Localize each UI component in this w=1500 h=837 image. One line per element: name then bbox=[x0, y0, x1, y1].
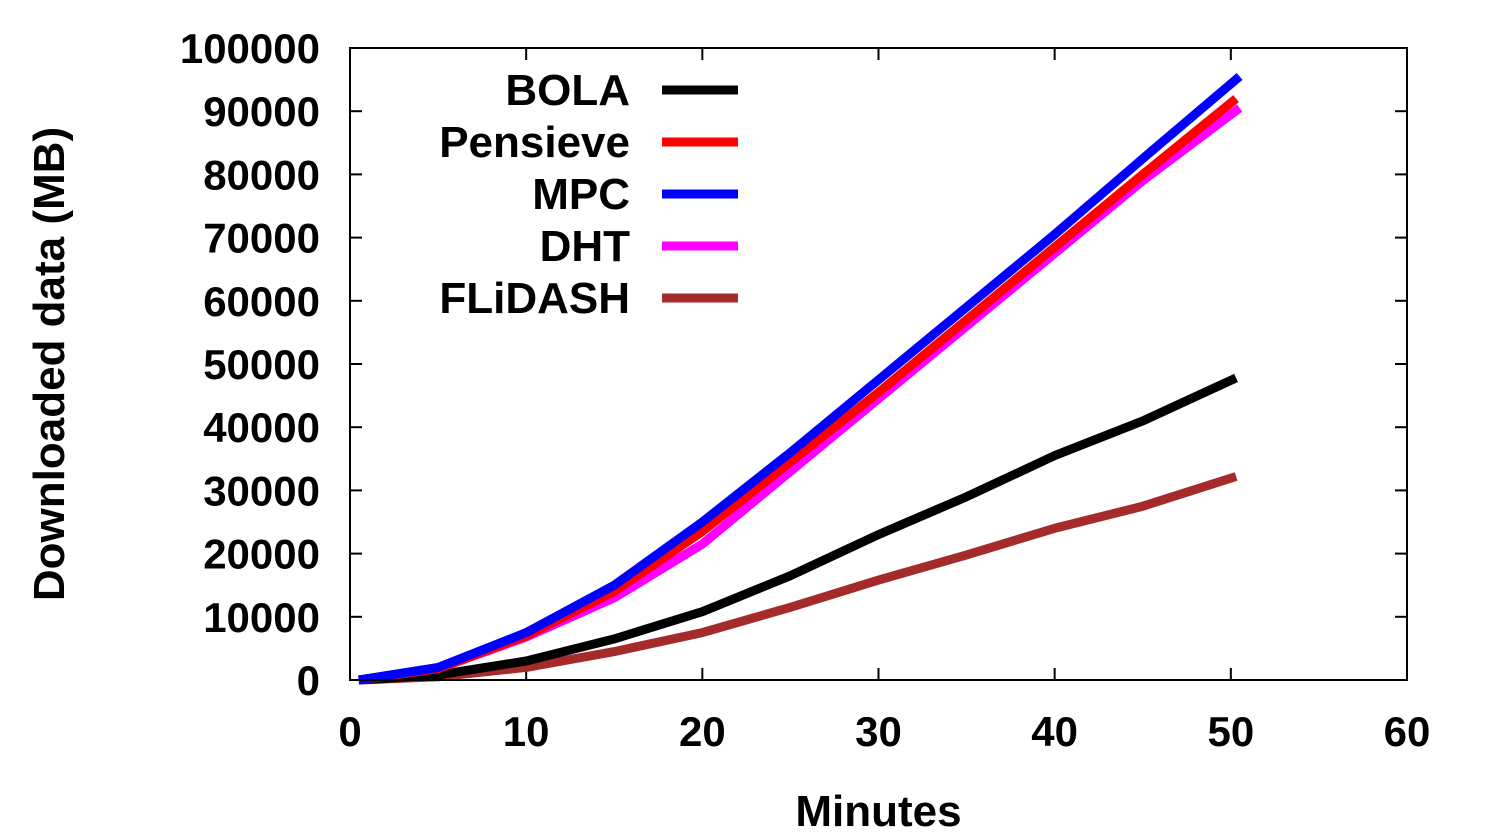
y-tick-label: 50000 bbox=[203, 341, 320, 388]
series-line-mpc bbox=[358, 72, 1243, 685]
y-tick-label: 20000 bbox=[203, 531, 320, 578]
y-tick-label: 40000 bbox=[203, 404, 320, 451]
x-tick-label: 10 bbox=[503, 708, 550, 755]
x-tick-label: 40 bbox=[1031, 708, 1078, 755]
legend-label-pensieve: Pensieve bbox=[439, 118, 630, 167]
series-line-bola bbox=[358, 373, 1238, 685]
y-tick-label: 60000 bbox=[203, 278, 320, 325]
legend-label-dht: DHT bbox=[540, 222, 631, 271]
x-tick-label: 50 bbox=[1207, 708, 1254, 755]
y-tick-label: 0 bbox=[297, 657, 320, 704]
series-line-flidash bbox=[358, 472, 1238, 685]
legend-label-mpc: MPC bbox=[532, 170, 630, 219]
plot-frame bbox=[349, 47, 1408, 681]
series-lines bbox=[358, 72, 1243, 685]
x-axis-ticks: 0 10 20 30 40 50 60 bbox=[338, 48, 1430, 755]
x-tick-label: 30 bbox=[855, 708, 902, 755]
y-tick-label: 30000 bbox=[203, 467, 320, 514]
y-tick-label: 100000 bbox=[180, 25, 320, 72]
legend-label-bola: BOLA bbox=[505, 66, 630, 115]
y-tick-label: 80000 bbox=[203, 151, 320, 198]
x-axis-label: Minutes bbox=[795, 787, 961, 836]
y-tick-label: 10000 bbox=[203, 594, 320, 641]
x-tick-label: 60 bbox=[1384, 708, 1431, 755]
x-tick-label: 0 bbox=[338, 708, 361, 755]
y-tick-label: 90000 bbox=[203, 88, 320, 135]
legend-label-flidash: FLiDASH bbox=[439, 274, 630, 323]
x-tick-label: 20 bbox=[679, 708, 726, 755]
y-axis-label: Downloaded data (MB) bbox=[25, 127, 74, 601]
y-axis-ticks: 0 10000 20000 30000 40000 50000 60000 70000 8000… bbox=[180, 25, 1407, 704]
y-tick-label: 70000 bbox=[203, 215, 320, 262]
